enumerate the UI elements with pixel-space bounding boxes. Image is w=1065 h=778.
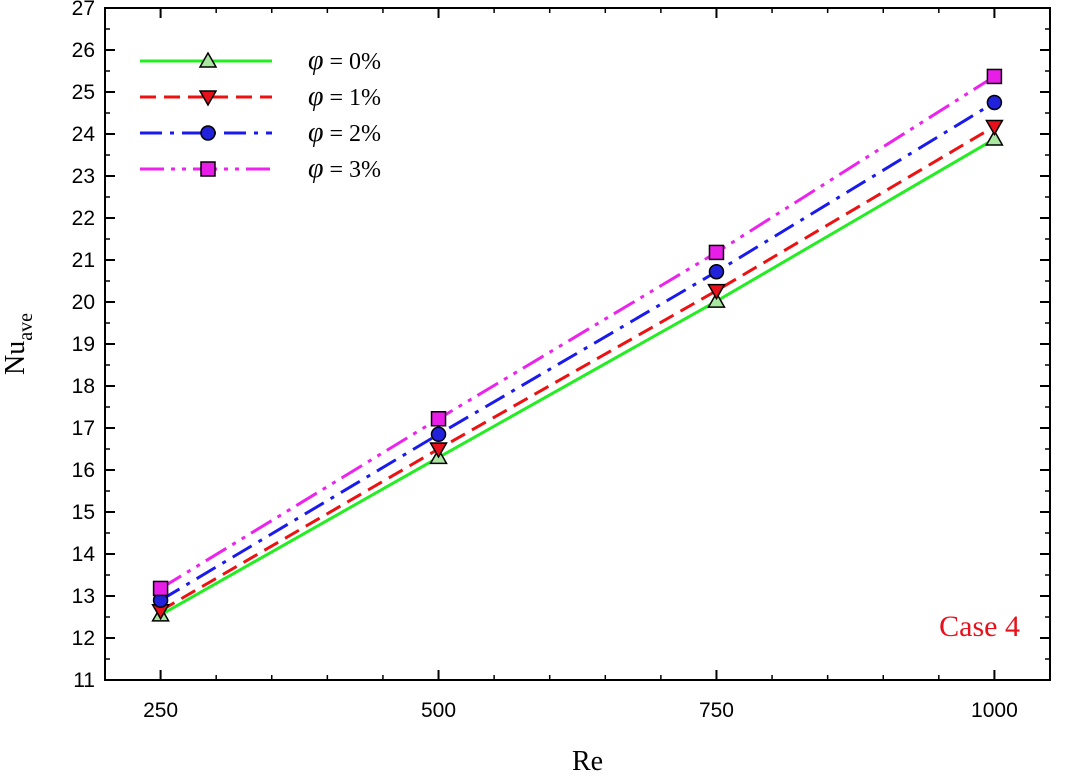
data-point xyxy=(985,129,1004,146)
legend-entry: φ = 2% xyxy=(140,117,381,148)
y-tick-label: 13 xyxy=(72,585,95,608)
y-tick-label: 20 xyxy=(72,291,95,314)
tick-labels: 11 12 13 14 15 16 17 18 19 20 21 22 23 24 25 26 27 250 500… xyxy=(72,0,1018,722)
legend-marker xyxy=(200,161,216,177)
data-point xyxy=(708,264,725,280)
y-axis-title-subscript: ave xyxy=(15,313,37,341)
y-tick-label: 23 xyxy=(72,165,95,188)
y-tick-label: 19 xyxy=(72,333,95,356)
axis-ticks xyxy=(104,7,1051,681)
y-tick-label: 26 xyxy=(72,39,95,62)
legend: φ = 0% φ = 1% φ = 2% φ = 3% xyxy=(140,45,381,184)
y-tick-label: 16 xyxy=(72,459,95,482)
y-tick-label: 11 xyxy=(73,669,95,692)
series-line xyxy=(159,137,996,617)
y-tick-label: 21 xyxy=(72,249,95,272)
series-line xyxy=(159,125,996,612)
y-tick-label: 15 xyxy=(72,501,95,524)
x-tick-label: 750 xyxy=(699,699,734,722)
y-tick-label: 25 xyxy=(72,81,95,104)
data-point xyxy=(986,94,1003,111)
series-line xyxy=(159,75,996,590)
legend-marker xyxy=(200,125,216,141)
legend-marker xyxy=(198,51,218,68)
y-tick-label: 17 xyxy=(72,417,95,440)
series-layer xyxy=(151,68,1004,622)
legend-entry: φ = 3% xyxy=(140,153,381,184)
case-annotation: Case 4 xyxy=(939,610,1020,643)
data-point xyxy=(429,442,448,459)
data-point xyxy=(985,119,1004,136)
data-point xyxy=(152,580,169,597)
legend-label: φ = 0% xyxy=(308,45,381,76)
y-tick-label: 14 xyxy=(72,543,96,566)
y-tick-label: 27 xyxy=(72,0,95,20)
data-point xyxy=(986,68,1003,85)
series-0 xyxy=(151,129,1004,622)
legend-marker xyxy=(198,90,218,107)
legend-entry: φ = 0% xyxy=(140,45,381,76)
legend-label: φ = 2% xyxy=(308,117,381,148)
data-point xyxy=(708,244,725,261)
series-2 xyxy=(152,94,1003,608)
y-tick-label: 22 xyxy=(72,207,95,230)
x-tick-label: 250 xyxy=(143,699,178,722)
legend-label: φ = 1% xyxy=(308,81,381,112)
y-axis-title: Nuave xyxy=(0,313,37,375)
legend-entry: φ = 1% xyxy=(140,81,381,112)
x-tick-label: 500 xyxy=(421,699,456,722)
x-tick-label: 1000 xyxy=(971,699,1018,722)
y-tick-label: 12 xyxy=(72,627,95,650)
y-axis-title-main: Nu xyxy=(0,341,31,375)
series-1 xyxy=(151,119,1004,621)
y-tick-label: 24 xyxy=(72,123,96,146)
series-line xyxy=(159,101,996,602)
plot-frame xyxy=(104,7,1051,681)
series-3 xyxy=(152,68,1003,597)
x-axis-title: Re xyxy=(572,746,603,777)
data-point xyxy=(707,283,726,301)
data-point xyxy=(430,411,447,427)
legend-label: φ = 3% xyxy=(308,153,381,184)
data-point xyxy=(430,426,447,443)
svg-text:Nuave: Nuave xyxy=(0,313,37,375)
y-tick-label: 18 xyxy=(72,375,95,398)
